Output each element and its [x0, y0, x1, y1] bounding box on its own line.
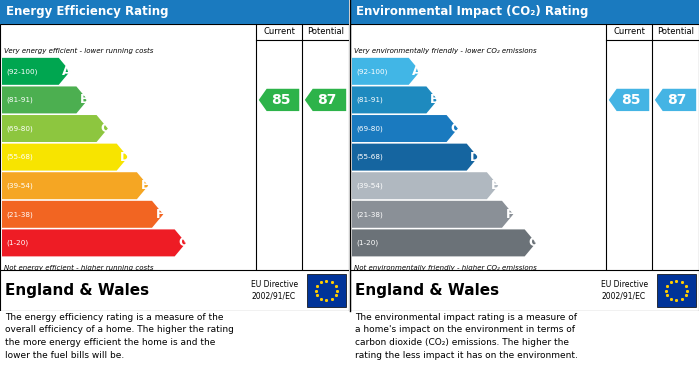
- Text: Energy Efficiency Rating: Energy Efficiency Rating: [6, 5, 169, 18]
- Text: Very energy efficient - lower running costs: Very energy efficient - lower running co…: [4, 48, 153, 54]
- Text: G: G: [178, 237, 188, 249]
- Text: Not environmentally friendly - higher CO₂ emissions: Not environmentally friendly - higher CO…: [354, 265, 537, 271]
- Text: (69-80): (69-80): [6, 125, 33, 132]
- Text: (39-54): (39-54): [6, 183, 33, 189]
- Polygon shape: [352, 58, 420, 85]
- Text: Very environmentally friendly - lower CO₂ emissions: Very environmentally friendly - lower CO…: [354, 48, 537, 54]
- Polygon shape: [352, 201, 513, 228]
- Text: F: F: [506, 208, 514, 221]
- Text: D: D: [120, 151, 130, 163]
- Text: (1-20): (1-20): [6, 240, 28, 246]
- Text: 87: 87: [667, 93, 687, 107]
- Polygon shape: [2, 86, 87, 113]
- Text: Potential: Potential: [307, 27, 344, 36]
- Bar: [307, 274, 346, 307]
- Text: A: A: [412, 65, 422, 78]
- Text: (69-80): (69-80): [356, 125, 383, 132]
- Text: (21-38): (21-38): [356, 211, 383, 217]
- Text: (39-54): (39-54): [356, 183, 383, 189]
- Polygon shape: [2, 143, 128, 170]
- Bar: [350, 0, 699, 24]
- Text: D: D: [470, 151, 480, 163]
- Text: B: B: [80, 93, 90, 106]
- Polygon shape: [304, 89, 346, 111]
- Text: The energy efficiency rating is a measure of the
overall efficiency of a home. T: The energy efficiency rating is a measur…: [5, 313, 234, 359]
- Bar: [0, 0, 349, 24]
- Text: (55-68): (55-68): [6, 154, 33, 160]
- Text: (55-68): (55-68): [356, 154, 383, 160]
- Text: England & Wales: England & Wales: [5, 283, 149, 298]
- Polygon shape: [352, 143, 478, 170]
- Text: Current: Current: [263, 27, 295, 36]
- Text: (92-100): (92-100): [6, 68, 37, 75]
- Text: G: G: [528, 237, 538, 249]
- Text: (81-91): (81-91): [356, 97, 383, 103]
- Text: 85: 85: [271, 93, 290, 107]
- Text: E: E: [141, 179, 150, 192]
- Polygon shape: [352, 86, 438, 113]
- Polygon shape: [2, 201, 163, 228]
- Polygon shape: [352, 172, 498, 199]
- Polygon shape: [2, 230, 186, 256]
- Text: 85: 85: [621, 93, 640, 107]
- Text: 87: 87: [317, 93, 337, 107]
- Bar: [350, 270, 699, 311]
- Text: C: C: [101, 122, 110, 135]
- Text: Not energy efficient - higher running costs: Not energy efficient - higher running co…: [4, 265, 153, 271]
- Text: Potential: Potential: [657, 27, 694, 36]
- Text: EU Directive
2002/91/EC: EU Directive 2002/91/EC: [251, 280, 298, 301]
- Text: F: F: [156, 208, 164, 221]
- Text: E: E: [491, 179, 500, 192]
- Polygon shape: [609, 89, 649, 111]
- Text: England & Wales: England & Wales: [355, 283, 499, 298]
- Text: B: B: [430, 93, 440, 106]
- Text: (1-20): (1-20): [356, 240, 378, 246]
- Polygon shape: [352, 230, 536, 256]
- Text: A: A: [62, 65, 72, 78]
- Polygon shape: [2, 58, 70, 85]
- Polygon shape: [259, 89, 299, 111]
- Polygon shape: [352, 115, 458, 142]
- Polygon shape: [2, 172, 148, 199]
- Bar: [0, 270, 349, 311]
- Text: (81-91): (81-91): [6, 97, 33, 103]
- Text: Current: Current: [613, 27, 645, 36]
- Text: C: C: [451, 122, 460, 135]
- Text: The environmental impact rating is a measure of
a home's impact on the environme: The environmental impact rating is a mea…: [355, 313, 578, 359]
- Text: EU Directive
2002/91/EC: EU Directive 2002/91/EC: [601, 280, 648, 301]
- Bar: [657, 274, 696, 307]
- Text: (92-100): (92-100): [356, 68, 387, 75]
- Text: (21-38): (21-38): [6, 211, 33, 217]
- Polygon shape: [654, 89, 696, 111]
- Text: Environmental Impact (CO₂) Rating: Environmental Impact (CO₂) Rating: [356, 5, 589, 18]
- Polygon shape: [2, 115, 108, 142]
